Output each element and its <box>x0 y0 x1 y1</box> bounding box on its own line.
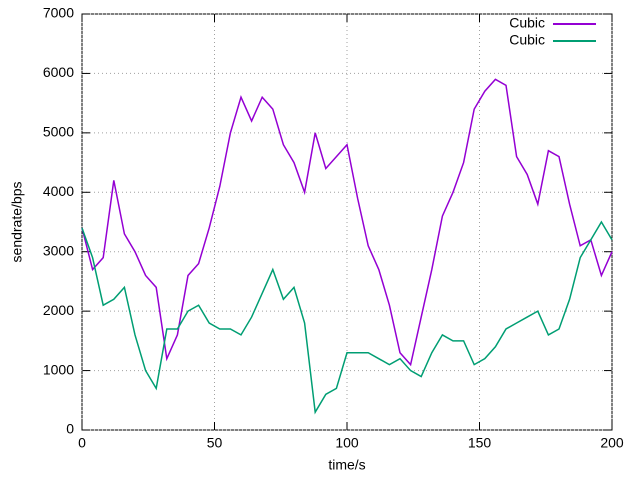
y-tick-label: 5000 <box>43 124 74 140</box>
y-tick-label: 0 <box>66 421 74 437</box>
y-tick-label: 7000 <box>43 5 74 21</box>
y-tick-label: 3000 <box>43 242 74 258</box>
y-tick-label: 2000 <box>43 302 74 318</box>
x-tick-label: 50 <box>207 435 223 451</box>
x-tick-label: 0 <box>78 435 86 451</box>
x-tick-label: 200 <box>600 435 624 451</box>
x-axis-label: time/s <box>328 457 365 473</box>
x-tick-label: 150 <box>468 435 492 451</box>
y-tick-label: 1000 <box>43 361 74 377</box>
data-line <box>81 220 613 415</box>
y-tick-label: 4000 <box>43 183 74 199</box>
data-line <box>81 78 613 367</box>
x-tick-label: 100 <box>335 435 359 451</box>
legend-label: Cubic <box>509 15 545 31</box>
legend-label: Cubic <box>509 32 545 48</box>
y-axis-label: sendrate/bps <box>9 182 25 263</box>
y-tick-label: 6000 <box>43 64 74 80</box>
